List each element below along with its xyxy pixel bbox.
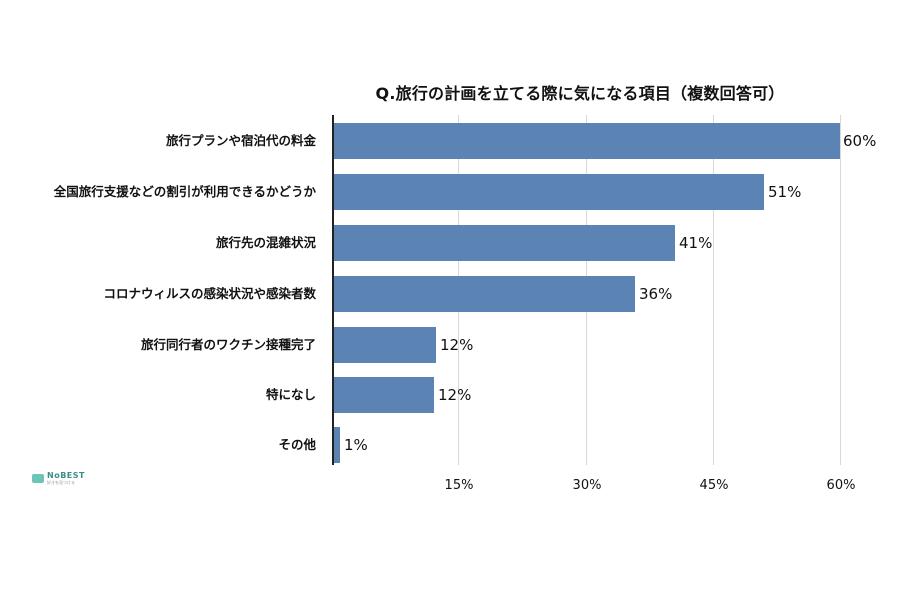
- bar-5: [334, 377, 434, 413]
- category-label-3: コロナウィルスの感染状況や感染者数: [103, 286, 316, 301]
- bar-value-5: 12%: [438, 386, 472, 404]
- x-tick-60: 60%: [826, 478, 856, 493]
- y-axis-line: [332, 115, 334, 465]
- logo-text: NoBEST: [47, 471, 85, 480]
- x-tick-30: 30%: [572, 478, 602, 493]
- category-label-5: 特になし: [265, 387, 316, 402]
- category-label-0: 旅行プランや宿泊代の料金: [165, 133, 316, 148]
- x-tick-45: 45%: [699, 478, 729, 493]
- bar-6: [334, 427, 340, 463]
- bar-value-0: 60%: [843, 132, 877, 150]
- bar-4: [334, 327, 436, 363]
- chart-title: Q.旅行の計画を立てる際に気になる項目（複数回答可）: [375, 84, 785, 103]
- gridline-60: [840, 115, 841, 465]
- category-label-4: 旅行同行者のワクチン接種完了: [140, 337, 316, 352]
- bar-value-2: 41%: [679, 234, 713, 252]
- bar-value-3: 36%: [639, 285, 673, 303]
- category-label-1: 全国旅行支援などの割引が利用できるかどうか: [53, 184, 316, 199]
- category-label-6: その他: [278, 437, 316, 452]
- logo-subtext: 好きを見つける: [47, 480, 75, 485]
- bar-value-1: 51%: [768, 183, 802, 201]
- bar-value-4: 12%: [440, 336, 474, 354]
- bar-3: [334, 276, 635, 312]
- bar-2: [334, 225, 675, 261]
- megaphone-icon: [32, 474, 44, 483]
- category-label-2: 旅行先の混雑状況: [215, 235, 316, 250]
- bar-value-6: 1%: [344, 436, 368, 454]
- plot-area: 60% 51% 41% 36% 12% 12% 1%: [332, 115, 892, 465]
- bar-1: [334, 174, 764, 210]
- bar-0: [334, 123, 840, 159]
- x-tick-15: 15%: [444, 478, 474, 493]
- gridline-45: [713, 115, 714, 465]
- nobest-logo: NoBEST 好きを見つける: [32, 472, 85, 485]
